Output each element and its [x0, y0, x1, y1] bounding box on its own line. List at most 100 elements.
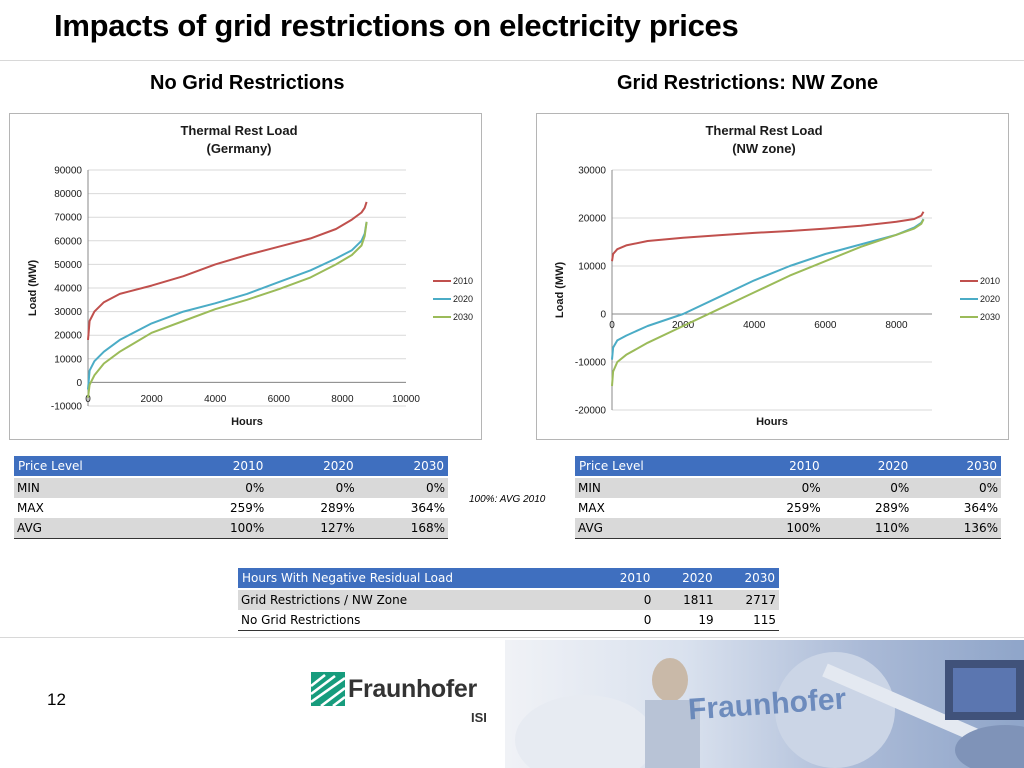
y-tick-label: 20000 — [578, 214, 606, 225]
x-tick-label: 6000 — [814, 320, 837, 331]
chart-title-line: (Germany) — [206, 141, 271, 156]
table-cell: MIN — [575, 477, 736, 498]
x-axis-label: Hours — [756, 416, 788, 428]
table-cell: 259% — [230, 501, 265, 515]
series-line-2030 — [87, 221, 368, 398]
avg-note: 100%: AVG 2010 — [469, 494, 546, 505]
table-cell: Grid Restrictions / NW Zone — [238, 589, 593, 610]
title-divider — [0, 60, 1024, 61]
table-cell: 127% — [267, 518, 358, 539]
footer-photo: Fraunhofer — [505, 640, 1024, 768]
legend-label-2020: 2020 — [980, 294, 1000, 304]
table-cell: 0 — [592, 589, 655, 610]
legend-label-2030: 2030 — [453, 312, 473, 322]
x-tick-label: 0 — [609, 320, 615, 331]
header-cell: Price Level — [14, 456, 178, 478]
x-tick-label: 2000 — [140, 394, 163, 405]
x-axis-label: Hours — [231, 416, 263, 428]
y-tick-label: -10000 — [51, 402, 83, 413]
fraunhofer-logo: Fraunhofer ISI — [311, 672, 491, 734]
table-cell: 259% — [786, 501, 821, 515]
x-tick-label: 4000 — [743, 320, 766, 331]
y-tick-label: 90000 — [54, 166, 82, 177]
table-cell: 289% — [320, 501, 355, 515]
y-tick-label: 20000 — [54, 331, 82, 342]
table-cell: 0% — [267, 477, 358, 498]
table-cell: 0% — [912, 477, 1001, 498]
header-cell: Price Level — [575, 456, 736, 478]
table-cell: 289% — [875, 501, 910, 515]
germany-chart: Thermal Rest Load (Germany) -10000 0 10000 20… — [9, 113, 482, 440]
table-row: MAX 259% 289% 364% — [575, 498, 1001, 518]
table-cell: 1811 — [654, 589, 717, 610]
table-cell: 364% — [963, 501, 998, 515]
price-table-no-restrictions: Price Level 2010 2020 2030 MIN 0% 0% 0% … — [14, 456, 448, 539]
x-tick-label: 4000 — [204, 394, 227, 405]
y-tick-label: 80000 — [54, 189, 82, 200]
x-tick-label: 8000 — [331, 394, 354, 405]
legend-label-2010: 2010 — [453, 276, 473, 286]
table-header-row: Price Level 2010 2020 2030 — [575, 456, 1001, 478]
header-cell: 2010 — [592, 568, 655, 590]
table-cell: 100% — [177, 518, 268, 539]
table-cell: MIN — [14, 477, 178, 498]
series-line-2030 — [611, 218, 925, 387]
table-row: MAX 259% 289% 364% — [14, 498, 448, 518]
header-cell: 2030 — [357, 456, 448, 478]
x-tick-label: 6000 — [268, 394, 291, 405]
header-cell: 2020 — [267, 456, 358, 478]
table-cell: 0 — [592, 610, 655, 631]
photo-shapes — [515, 652, 1024, 768]
table-cell: No Grid Restrictions — [238, 610, 593, 631]
table-cell: MAX — [578, 501, 605, 515]
y-tick-label: 0 — [76, 378, 82, 389]
table-cell: 168% — [357, 518, 448, 539]
left-heading: No Grid Restrictions — [150, 72, 345, 94]
legend-label-2030: 2030 — [980, 312, 1000, 322]
table-cell: 100% — [735, 518, 824, 539]
y-tick-label: -20000 — [575, 406, 607, 417]
header-cell: 2020 — [654, 568, 717, 590]
price-table-nw-zone: Price Level 2010 2020 2030 MIN 0% 0% 0% … — [575, 456, 1001, 539]
y-tick-label: -10000 — [575, 358, 607, 369]
x-tick-label: 8000 — [885, 320, 908, 331]
fraunhofer-mark-icon — [311, 672, 345, 706]
table-row: MIN 0% 0% 0% — [14, 477, 448, 498]
logo-wordmark: Fraunhofer — [348, 675, 477, 703]
header-cell: 2010 — [177, 456, 268, 478]
table-cell: 0% — [735, 477, 824, 498]
table-row: MIN 0% 0% 0% — [575, 477, 1001, 498]
table-cell: 110% — [823, 518, 913, 539]
header-cell: 2020 — [823, 456, 913, 478]
chart-title-line: Thermal Rest Load — [705, 123, 822, 138]
table-cell: 19 — [654, 610, 717, 631]
y-tick-label: 10000 — [578, 262, 606, 273]
footer-divider — [0, 637, 1024, 638]
germany-chart-svg: Thermal Rest Load(Germany)-1000001000020… — [27, 123, 473, 428]
y-tick-label: 50000 — [54, 260, 82, 271]
table-header-row: Price Level 2010 2020 2030 — [14, 456, 448, 478]
y-axis-label: Load (MW) — [27, 260, 39, 317]
nw-zone-chart: Thermal Rest Load (NW zone) -20000 -10000 0 1… — [536, 113, 1009, 440]
table-cell: 115 — [716, 610, 779, 631]
table-cell: 364% — [410, 501, 445, 515]
table-cell: 2717 — [716, 589, 779, 610]
slide-title: Impacts of grid restrictions on electric… — [54, 8, 739, 43]
x-tick-label: 0 — [85, 394, 91, 405]
nw-zone-chart-svg: Thermal Rest Load (NW zone) -20000 -10000 0 1… — [554, 123, 1000, 428]
table-cell: AVG — [14, 518, 178, 539]
table-cell: 136% — [912, 518, 1001, 539]
y-tick-label: 70000 — [54, 213, 82, 224]
series-line-2010 — [611, 211, 925, 262]
y-axis-label: Load (MW) — [554, 262, 566, 319]
table-cell: 0% — [823, 477, 913, 498]
x-tick-label: 10000 — [392, 394, 420, 405]
header-cell: 2030 — [912, 456, 1001, 478]
table-row: No Grid Restrictions 0 19 115 — [238, 610, 779, 631]
legend-label-2010: 2010 — [980, 276, 1000, 286]
y-tick-label: 0 — [600, 310, 606, 321]
table-row: AVG 100% 110% 136% — [575, 518, 1001, 539]
table-cell: 0% — [357, 477, 448, 498]
right-heading: Grid Restrictions: NW Zone — [617, 72, 879, 94]
header-cell: 2010 — [735, 456, 824, 478]
